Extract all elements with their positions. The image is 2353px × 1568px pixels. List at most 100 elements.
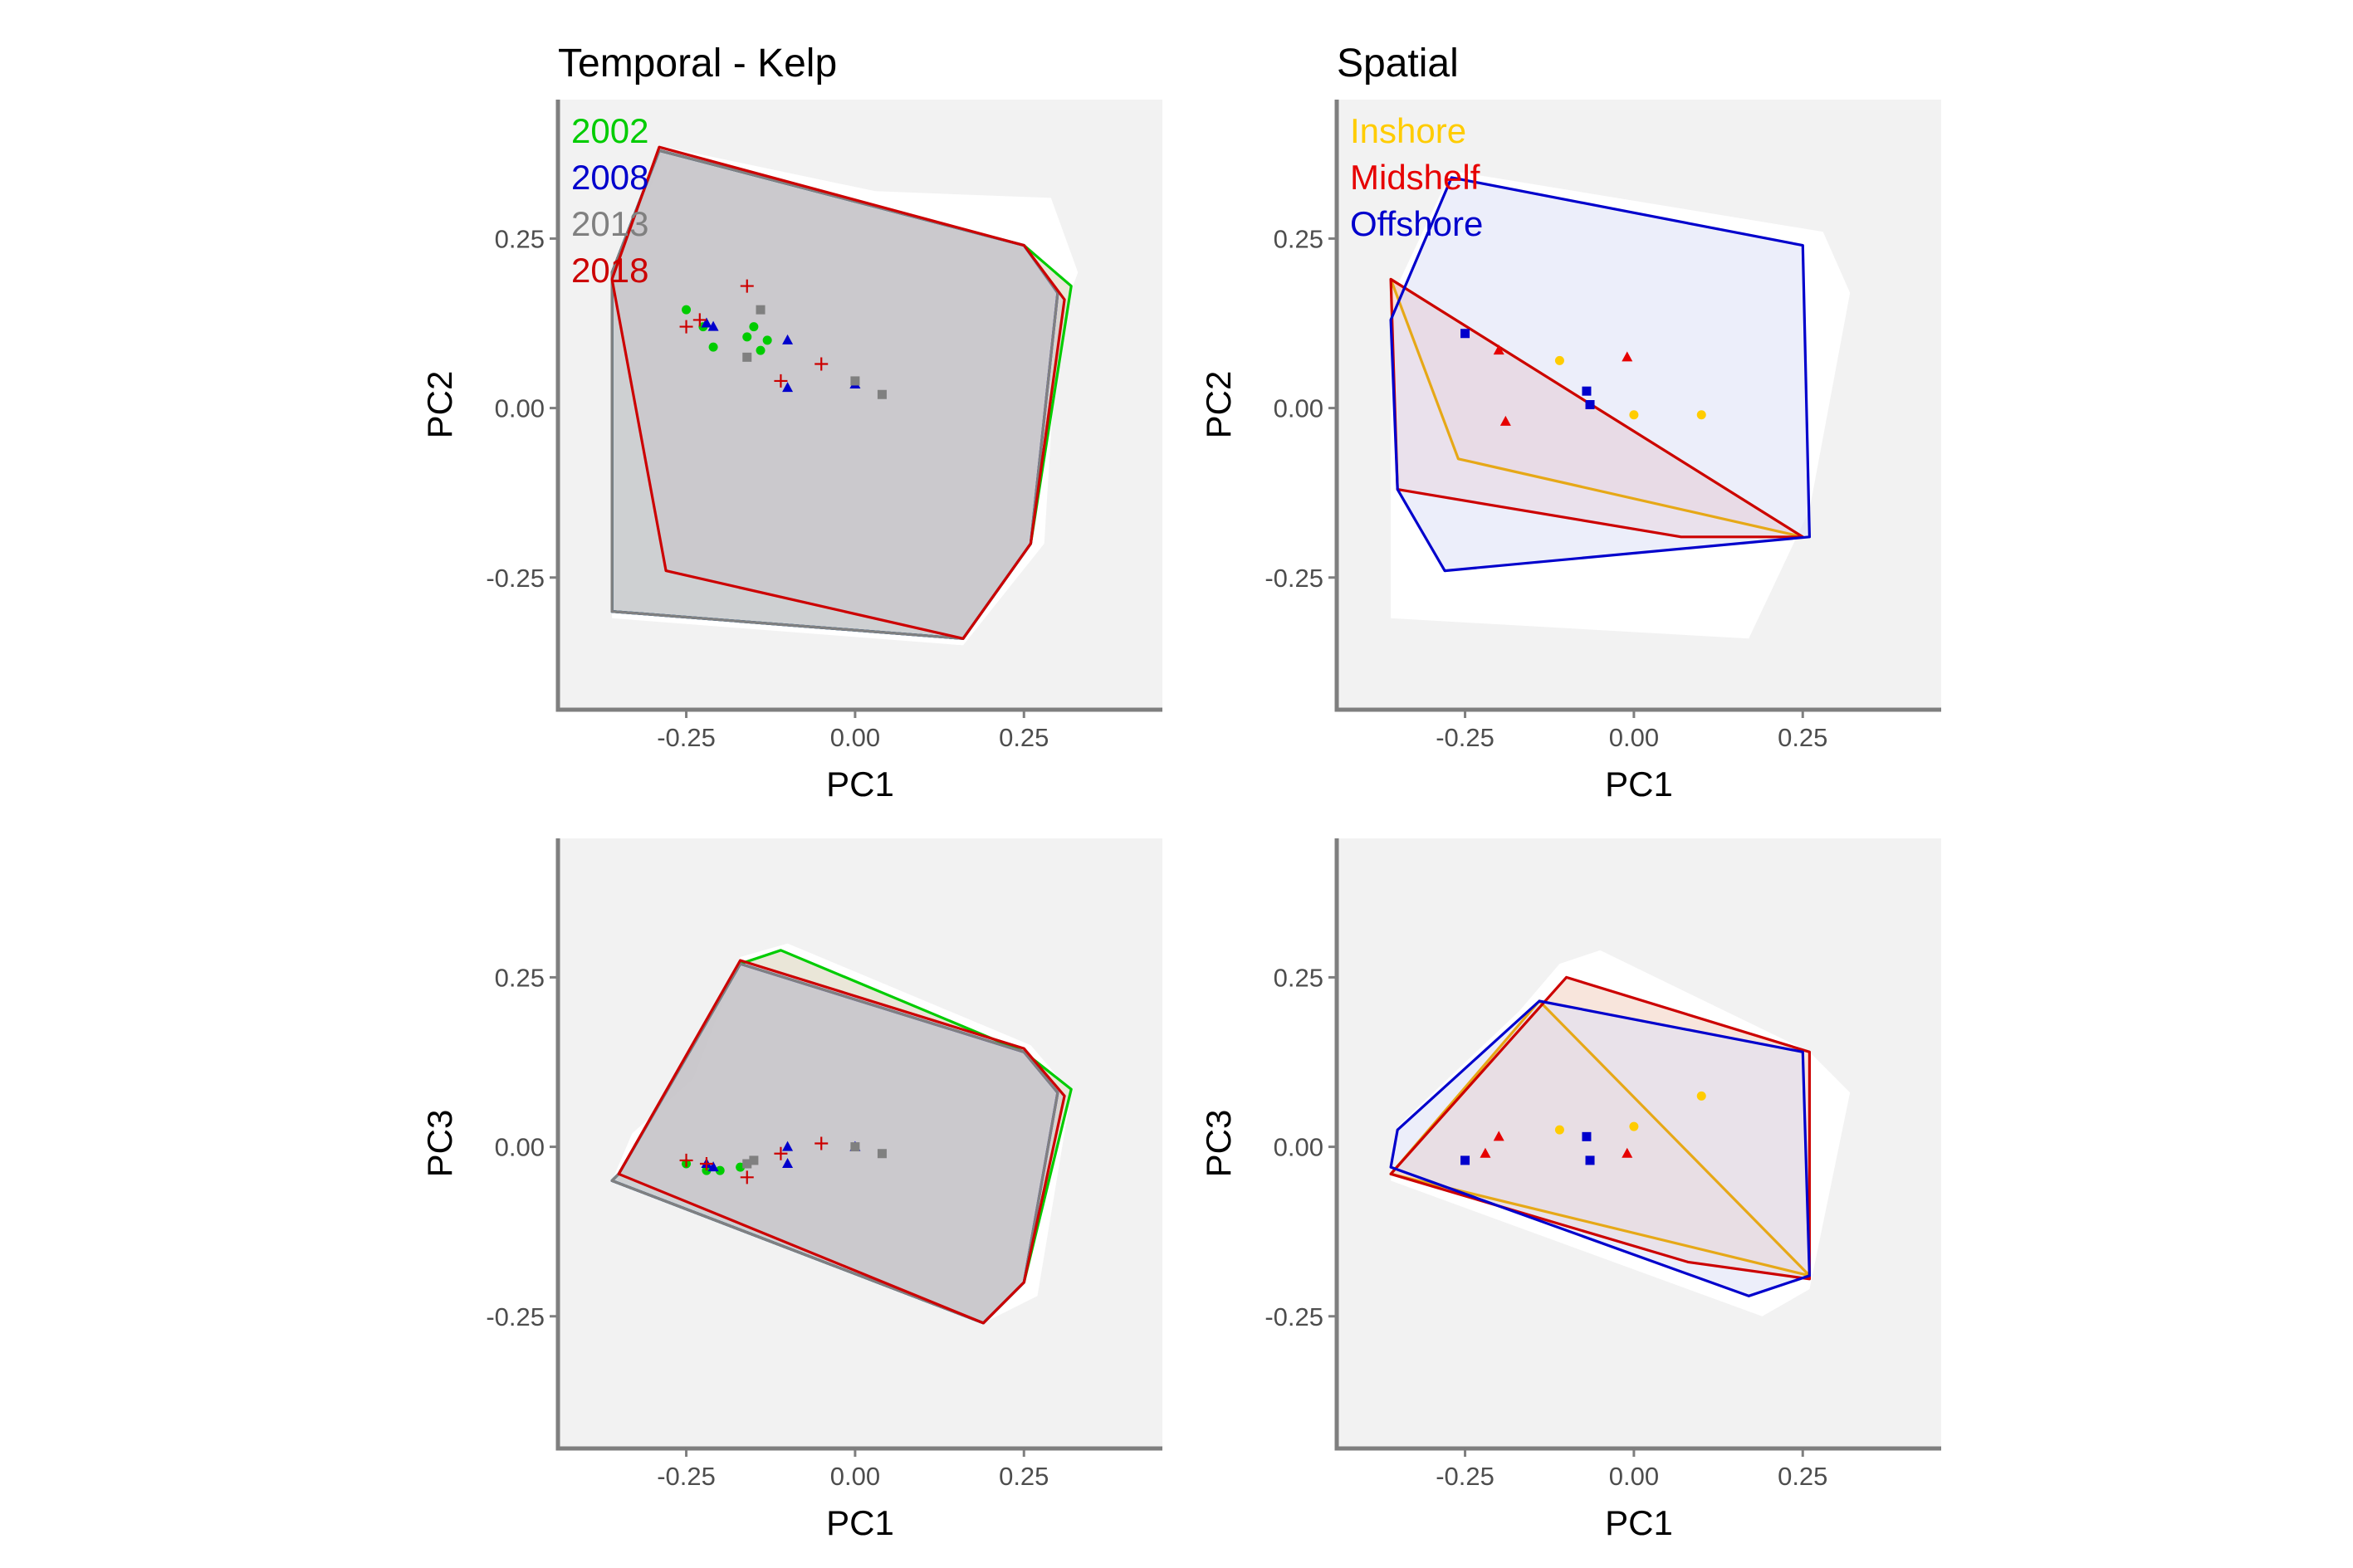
x-axis-label: PC1 bbox=[1605, 1503, 1673, 1542]
point-inshore bbox=[1696, 410, 1706, 420]
point-offshore bbox=[1460, 329, 1470, 339]
points-layer bbox=[679, 279, 887, 399]
point-2018 bbox=[699, 1157, 713, 1170]
point-offshore bbox=[1582, 386, 1592, 396]
hull-fill-2018 bbox=[619, 960, 1065, 1323]
x-tick-label: -0.25 bbox=[657, 1462, 716, 1491]
hull-fill-offshore bbox=[1391, 177, 1810, 571]
point-2008 bbox=[782, 382, 794, 393]
points-layer bbox=[1460, 329, 1706, 426]
hull-fill-2018 bbox=[612, 147, 1065, 639]
point-2018 bbox=[679, 1153, 693, 1167]
hull-layer bbox=[610, 145, 1073, 640]
point-2002 bbox=[702, 1165, 712, 1175]
hull-outline-midshelf bbox=[1389, 975, 1811, 1281]
axes-layer: -0.25 0.00 0.25 -0.25 0.00 0.25 bbox=[486, 100, 1162, 752]
point-offshore bbox=[1585, 400, 1595, 409]
y-axis-label: PC2 bbox=[420, 371, 459, 439]
hull-outline-offshore bbox=[1389, 999, 1811, 1297]
hull-outline-offshore bbox=[1389, 176, 1811, 573]
x-tick-label: -0.25 bbox=[1436, 723, 1494, 752]
y-tick-label: 0.25 bbox=[495, 224, 545, 253]
point-2008 bbox=[701, 317, 712, 328]
point-2013 bbox=[850, 376, 860, 386]
axes-layer: -0.25 0.00 0.25 -0.25 0.00 0.25 bbox=[1265, 100, 1941, 752]
hull-outline-2018 bbox=[617, 959, 1066, 1325]
y-tick-label: -0.25 bbox=[1265, 564, 1323, 593]
point-2013 bbox=[756, 305, 766, 315]
point-inshore bbox=[1629, 1121, 1639, 1131]
point-2013 bbox=[742, 1159, 752, 1169]
x-tick-label: 0.00 bbox=[830, 1462, 880, 1491]
x-axis-label: PC1 bbox=[826, 1503, 894, 1542]
hull-fill-offshore bbox=[1391, 1001, 1810, 1297]
x-tick-label: -0.25 bbox=[657, 723, 716, 752]
panel-title: Spatial bbox=[1337, 42, 1459, 85]
point-2013 bbox=[742, 352, 752, 362]
y-tick-label: 0.00 bbox=[495, 394, 545, 423]
point-2018 bbox=[692, 313, 707, 327]
point-2002 bbox=[756, 345, 766, 355]
y-tick-label: -0.25 bbox=[1265, 1302, 1323, 1331]
x-tick-label: -0.25 bbox=[1436, 1462, 1494, 1491]
point-2008 bbox=[782, 1141, 794, 1151]
point-2002 bbox=[742, 332, 752, 342]
x-axis-label: PC1 bbox=[826, 764, 894, 804]
x-tick-label: 0.00 bbox=[1609, 1462, 1659, 1491]
point-2008 bbox=[707, 1161, 719, 1172]
point-offshore bbox=[1585, 1155, 1595, 1165]
point-midshelf bbox=[1622, 351, 1633, 362]
hull-layer bbox=[1389, 176, 1811, 573]
point-2018 bbox=[774, 1146, 788, 1160]
hull-outline-2018 bbox=[610, 145, 1066, 640]
point-offshore bbox=[1582, 1131, 1592, 1141]
point-2008 bbox=[707, 320, 719, 331]
x-tick-label: 0.25 bbox=[999, 723, 1049, 752]
point-2002 bbox=[708, 342, 718, 352]
point-2018 bbox=[814, 1136, 829, 1150]
points-layer bbox=[679, 1136, 887, 1185]
legend-item-2002: 2002 bbox=[571, 111, 648, 150]
point-2013 bbox=[749, 1155, 759, 1165]
legend-item-2013: 2013 bbox=[571, 204, 648, 243]
hull-layer bbox=[1389, 975, 1811, 1297]
point-2002 bbox=[682, 305, 692, 315]
x-tick-label: 0.25 bbox=[1778, 1462, 1827, 1491]
axes-layer: -0.25 0.00 0.25 -0.25 0.00 0.25 bbox=[486, 838, 1162, 1491]
x-tick-label: 0.00 bbox=[1609, 723, 1659, 752]
y-tick-label: 0.25 bbox=[1274, 963, 1323, 992]
point-inshore bbox=[1696, 1091, 1706, 1101]
point-2018 bbox=[774, 374, 788, 388]
point-midshelf bbox=[1499, 415, 1511, 426]
legend-item-2018: 2018 bbox=[571, 251, 648, 290]
y-tick-label: 0.00 bbox=[495, 1133, 545, 1162]
panel-title: Temporal - Kelp bbox=[558, 42, 837, 85]
hull-outline-2013 bbox=[610, 149, 1059, 640]
point-inshore bbox=[1629, 410, 1639, 420]
point-2008 bbox=[782, 1158, 794, 1168]
point-2002 bbox=[749, 322, 759, 332]
x-axis-label: PC1 bbox=[1605, 764, 1673, 804]
point-2002 bbox=[762, 335, 772, 345]
hull-layer bbox=[610, 949, 1073, 1325]
legend-item-2008: 2008 bbox=[571, 158, 648, 197]
x-tick-label: 0.25 bbox=[1778, 723, 1827, 752]
x-tick-label: 0.00 bbox=[830, 723, 880, 752]
panel-spatial-pc1-pc2: -0.25 0.00 0.25 -0.25 0.00 0.25 Spatial PC1 P… bbox=[1199, 42, 1941, 804]
x-tick-label: 0.25 bbox=[999, 1462, 1049, 1491]
point-midshelf bbox=[1622, 1147, 1633, 1158]
y-tick-label: 0.00 bbox=[1274, 394, 1323, 423]
point-2018 bbox=[740, 1170, 754, 1185]
point-inshore bbox=[1554, 1125, 1564, 1135]
legend: Inshore Midshelf Offshore bbox=[1350, 111, 1483, 243]
y-axis-label: PC2 bbox=[1199, 371, 1238, 439]
point-2018 bbox=[679, 320, 693, 334]
point-2018 bbox=[814, 357, 829, 371]
panel-spatial-pc1-pc3: -0.25 0.00 0.25 -0.25 0.00 0.25 PC1 PC3 bbox=[1199, 838, 1941, 1542]
point-2018 bbox=[740, 279, 754, 293]
y-axis-label: PC3 bbox=[420, 1110, 459, 1178]
point-midshelf bbox=[1493, 344, 1504, 355]
point-midshelf bbox=[1480, 1147, 1491, 1158]
